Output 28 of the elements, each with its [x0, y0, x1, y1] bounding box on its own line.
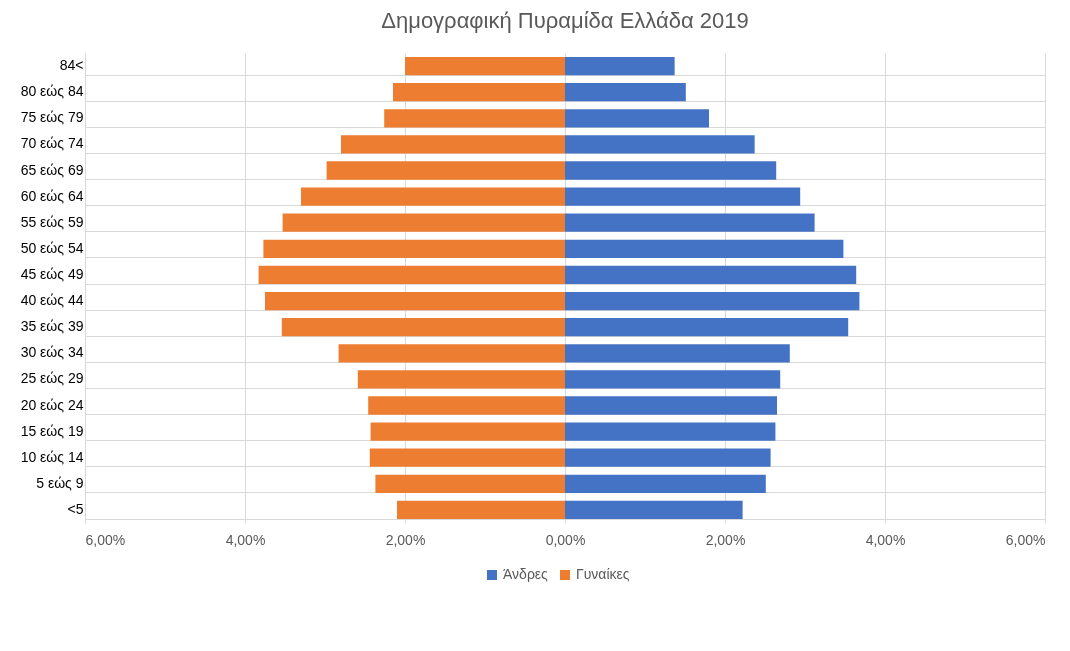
y-tick-label: 65 εώς 69 [20, 161, 84, 178]
legend-label: Άνδρες [503, 566, 549, 582]
chart-title: Δημογραφική Πυραμίδα Ελλάδα 2019 [381, 8, 749, 33]
x-tick-label: 6,00% [85, 531, 126, 548]
y-tick-label: 60 εώς 64 [20, 187, 84, 204]
x-tick-label: 6,00% [1005, 531, 1046, 548]
y-tick-label: 5 εώς 9 [36, 474, 84, 491]
x-tick-label: 2,00% [705, 531, 746, 548]
legend-label: Γυναίκες [576, 566, 630, 582]
y-tick-label: <5 [67, 500, 84, 517]
y-tick-label: 35 εώς 39 [20, 318, 84, 335]
y-tick-label: 80 εώς 84 [20, 83, 84, 100]
x-tick-label: 4,00% [225, 531, 266, 548]
x-tick-label: 0,00% [545, 531, 586, 548]
y-tick-label: 50 εώς 54 [20, 239, 84, 256]
y-tick-label: 25 εώς 29 [20, 370, 84, 387]
x-tick-label: 4,00% [865, 531, 906, 548]
y-tick-label: 55 εώς 59 [20, 213, 84, 230]
y-tick-label: 40 εώς 44 [20, 292, 84, 309]
y-tick-label: 75 εώς 79 [20, 109, 84, 126]
y-tick-label: 84< [59, 57, 84, 74]
y-tick-label: 30 εώς 34 [20, 344, 84, 361]
y-tick-label: 20 εώς 24 [20, 396, 84, 413]
y-tick-label: 15 εώς 19 [20, 422, 84, 439]
y-tick-label: 45 εώς 49 [20, 265, 84, 282]
y-tick-label: 10 εώς 14 [20, 448, 84, 465]
y-tick-label: 70 εώς 74 [20, 135, 84, 152]
x-tick-label: 2,00% [385, 531, 426, 548]
